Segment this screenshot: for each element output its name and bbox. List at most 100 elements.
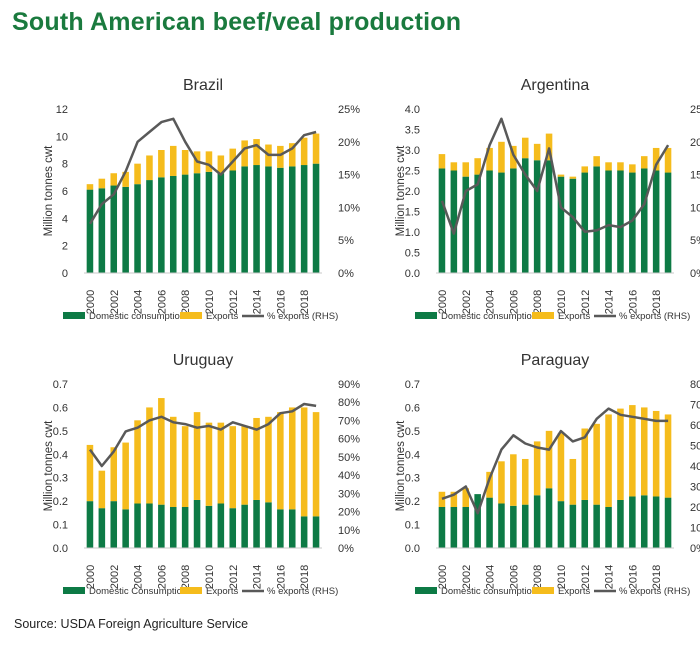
y-left-tick-label: 1.0: [405, 227, 420, 239]
x-tick-label: 2006: [156, 290, 168, 314]
bar-domestic-2001: [450, 170, 458, 273]
bar-exports-2008: [181, 426, 189, 507]
bar-domestic-2003: [474, 174, 481, 273]
bar-exports-2009: [545, 133, 553, 161]
bar-domestic-2007: [169, 175, 177, 273]
y-right-tick-label: 20%: [338, 137, 360, 149]
bar-exports-2005: [146, 155, 153, 181]
y-left-tick-label: 0.7: [53, 379, 68, 391]
y-left-tick-label: 0.1: [405, 520, 420, 532]
x-tick-label: 2004: [133, 290, 145, 314]
bar-domestic-2002: [110, 501, 118, 548]
bar-exports-2019: [664, 414, 672, 498]
y-right-tick-label: 20%: [690, 137, 700, 149]
bar-exports-2007: [521, 458, 529, 505]
bar-exports-2016: [629, 164, 636, 173]
bar-domestic-2008: [533, 160, 541, 273]
x-tick-label: 2006: [508, 565, 520, 589]
y-right-tick-label: 40%: [690, 461, 700, 473]
x-tick-label: 2014: [252, 565, 264, 589]
legend-swatch-exports: [532, 312, 554, 319]
x-tick-label: 2016: [627, 290, 639, 314]
bar-domestic-2018: [300, 516, 308, 548]
bar-exports-2010: [205, 151, 213, 172]
bar-exports-2013: [593, 423, 600, 505]
bar-exports-2018: [300, 137, 308, 166]
bar-domestic-2011: [569, 178, 577, 273]
bar-domestic-2015: [617, 499, 624, 548]
bar-domestic-2017: [288, 166, 296, 273]
bar-domestic-2006: [510, 168, 517, 273]
x-tick-label: 2014: [252, 290, 264, 314]
bar-exports-2001: [450, 491, 458, 507]
bar-domestic-2006: [510, 505, 517, 548]
bar-exports-2017: [288, 407, 296, 510]
y-left-tick-label: 2.0: [405, 186, 420, 198]
y-left-tick-label: 0.5: [405, 248, 420, 260]
y-right-tick-label: 90%: [338, 379, 360, 391]
pct-exports-line: [88, 117, 317, 225]
y-right-tick-label: 0%: [338, 268, 354, 280]
bar-domestic-2009: [193, 499, 201, 548]
bar-domestic-2003: [122, 509, 129, 548]
legend-label-line: % exports (RHS): [619, 586, 690, 597]
y-left-tick-label: 0.0: [53, 543, 68, 555]
y-right-tick-label: 50%: [338, 452, 360, 464]
bar-exports-2014: [253, 417, 260, 500]
chart-title: Argentina: [521, 77, 590, 94]
y-right-tick-label: 60%: [338, 434, 360, 446]
x-tick-label: 2012: [228, 290, 240, 314]
bar-exports-2018: [652, 410, 660, 497]
bar-exports-2002: [110, 447, 118, 502]
y-left-tick-label: 0.3: [53, 473, 68, 485]
bar-domestic-2003: [474, 494, 481, 548]
bar-domestic-2008: [181, 174, 189, 273]
legend-swatch-exports: [180, 312, 202, 319]
y-right-tick-label: 80%: [338, 397, 360, 409]
y-left-tick-label: 10: [56, 131, 68, 143]
brazil-chart: Brazil 0 2 4 6 8 10 12 0% 5% 10% 15% 20% 25% Million t…: [0, 60, 360, 350]
bar-exports-2012: [581, 428, 589, 500]
x-tick-label: 2014: [604, 565, 616, 589]
y-right-tick-label: 0%: [690, 268, 700, 280]
bar-exports-2012: [229, 148, 237, 171]
bar-domestic-2000: [438, 168, 446, 273]
bar-domestic-2003: [122, 186, 129, 273]
legend-swatch-domestic: [63, 587, 85, 594]
bar-exports-2008: [533, 143, 541, 161]
x-tick-label: 2004: [133, 565, 145, 589]
bar-domestic-2012: [229, 508, 237, 548]
y-right-tick-label: 20%: [690, 502, 700, 514]
y-axis-label: Million tonnes cwt: [43, 420, 55, 512]
y-left-tick-label: 0.1: [53, 520, 68, 532]
y-right-tick-label: 0%: [690, 543, 700, 555]
y-right-tick-label: 15%: [690, 170, 700, 182]
y-left-tick-label: 1.5: [405, 207, 420, 219]
y-left-tick-label: 8: [62, 159, 68, 171]
bar-domestic-2009: [545, 160, 553, 273]
x-tick-label: 2008: [180, 565, 192, 589]
bar-domestic-2005: [146, 180, 153, 273]
bar-domestic-2012: [581, 172, 589, 273]
x-tick-label: 2012: [228, 565, 240, 589]
bar-domestic-2014: [253, 499, 260, 548]
bar-domestic-2016: [629, 496, 636, 548]
y-left-tick-label: 0.4: [53, 449, 68, 461]
y-left-tick-label: 0.4: [405, 449, 420, 461]
chart-title: Uruguay: [173, 352, 233, 369]
bar-exports-2000: [438, 491, 446, 507]
bar-exports-2013: [241, 140, 248, 167]
bar-domestic-2014: [605, 507, 612, 548]
y-left-tick-label: 3.5: [405, 125, 420, 137]
bar-domestic-2017: [640, 495, 648, 548]
y-left-tick-label: 6: [62, 186, 68, 198]
bar-domestic-2004: [134, 503, 141, 548]
bar-domestic-2019: [312, 163, 320, 273]
bar-exports-2019: [312, 133, 320, 164]
x-tick-label: 2010: [204, 565, 216, 589]
bar-exports-2003: [474, 158, 481, 175]
y-right-tick-label: 0%: [338, 543, 354, 555]
y-right-tick-label: 10%: [690, 523, 700, 535]
bar-exports-2010: [557, 433, 565, 502]
bar-exports-2007: [169, 416, 177, 507]
